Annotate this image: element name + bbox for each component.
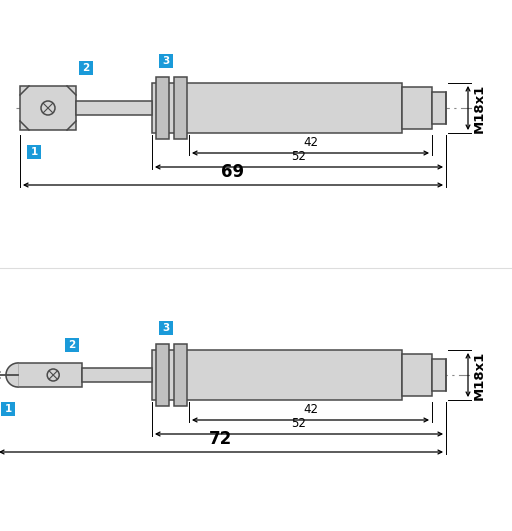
Text: 52: 52 <box>291 150 307 163</box>
Bar <box>18 363 82 387</box>
Text: 3: 3 <box>162 56 169 66</box>
Text: M18x1: M18x1 <box>473 83 486 133</box>
Bar <box>432 92 446 124</box>
Bar <box>402 354 432 396</box>
Text: 42: 42 <box>303 136 318 149</box>
Bar <box>82 368 152 382</box>
Text: 69: 69 <box>221 163 245 181</box>
Bar <box>156 344 169 406</box>
FancyBboxPatch shape <box>1 402 15 416</box>
Text: 2: 2 <box>69 340 76 350</box>
Bar <box>20 86 76 130</box>
Bar <box>156 77 169 139</box>
FancyBboxPatch shape <box>79 61 93 75</box>
Bar <box>152 350 402 400</box>
Text: 52: 52 <box>291 417 307 430</box>
FancyBboxPatch shape <box>159 54 173 68</box>
FancyBboxPatch shape <box>27 145 41 159</box>
Bar <box>76 101 152 115</box>
Text: 1: 1 <box>30 147 37 157</box>
Text: 2: 2 <box>82 63 90 73</box>
Polygon shape <box>6 363 18 387</box>
Bar <box>432 359 446 391</box>
Text: 42: 42 <box>303 403 318 416</box>
FancyBboxPatch shape <box>65 338 79 352</box>
Bar <box>174 344 187 406</box>
Bar <box>174 77 187 139</box>
Bar <box>152 83 402 133</box>
Bar <box>402 87 432 129</box>
FancyBboxPatch shape <box>159 321 173 335</box>
Text: 72: 72 <box>209 430 232 448</box>
Text: 3: 3 <box>162 323 169 333</box>
Text: M18x1: M18x1 <box>473 350 486 400</box>
Text: 1: 1 <box>5 404 12 414</box>
